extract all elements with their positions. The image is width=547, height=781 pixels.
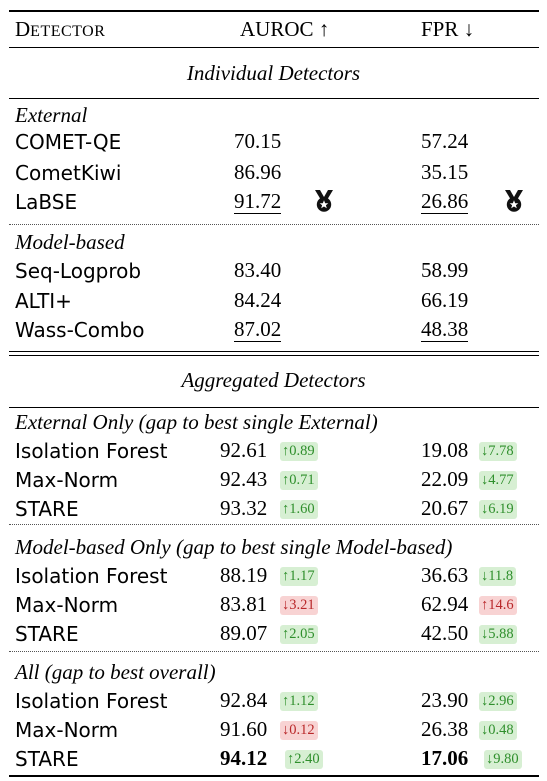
- bottom-rule: [9, 775, 539, 777]
- fpr-gap-badge: ↓7.78: [479, 442, 517, 461]
- auroc-gap-badge: ↑0.89: [280, 442, 318, 461]
- fpr-gap-badge: ↓9.80: [484, 750, 522, 769]
- auroc-header: AUROC ↑: [240, 17, 330, 41]
- auroc-value: 91.60: [220, 717, 268, 741]
- external-only-separator: [9, 524, 539, 525]
- individual-section-title: Individual Detectors: [186, 61, 361, 85]
- auroc-value: 92.43: [220, 467, 268, 491]
- aggregated-section-title: Aggregated Detectors: [181, 368, 366, 392]
- fpr-value: 22.09: [421, 467, 469, 491]
- fpr-value: 57.24: [421, 129, 469, 153]
- fpr-gap-badge: ↓2.96: [479, 692, 517, 711]
- auroc-value: 92.84: [220, 688, 268, 712]
- fpr-value: 62.94: [421, 592, 469, 616]
- fpr-value: 23.90: [421, 688, 469, 712]
- double-rule-bottom: [9, 355, 539, 356]
- fpr-gap-badge: ↓5.88: [479, 625, 517, 644]
- header-rule: [9, 47, 539, 48]
- auroc-value: 83.81: [220, 592, 268, 616]
- auroc-gap-badge: ↑2.40: [285, 750, 323, 769]
- fpr-gap-badge: ↓11.8: [479, 567, 517, 586]
- detector-name: ALTI+: [15, 289, 72, 313]
- detector-name: STARE: [15, 622, 79, 646]
- fpr-value: 35.15: [421, 160, 469, 184]
- auroc-gap-badge: ↑2.05: [280, 625, 318, 644]
- auroc-gap-badge: ↑1.12: [280, 692, 318, 711]
- auroc-gap-badge: ↑1.17: [280, 567, 318, 586]
- detector-header: DETECTOR: [15, 17, 106, 41]
- model-based-group-label: Model-based: [15, 230, 125, 254]
- auroc-gap-badge: ↓0.12: [280, 721, 318, 740]
- detector-name: COMET-QE: [15, 130, 122, 154]
- detector-name: CometKiwi: [15, 161, 122, 185]
- fpr-gap-badge: ↑14.6: [479, 596, 517, 615]
- auroc-value: 92.61: [220, 438, 268, 462]
- detector-name: LaBSE: [15, 190, 78, 214]
- fpr-value: 58.99: [421, 258, 469, 282]
- auroc-gap-badge: ↑0.71: [280, 471, 318, 490]
- detector-name: STARE: [15, 747, 79, 771]
- detector-name: STARE: [15, 497, 79, 521]
- auroc-value: 70.15: [234, 129, 282, 153]
- detector-name: Isolation Forest: [15, 439, 168, 463]
- auroc-value: 94.12: [220, 746, 268, 770]
- fpr-value: 19.08: [421, 438, 469, 462]
- auroc-value: 89.07: [220, 621, 268, 645]
- external-model-separator: [9, 224, 539, 225]
- model-only-separator: [9, 651, 539, 652]
- auroc-value: 91.72: [234, 189, 282, 214]
- medal-icon: [313, 189, 335, 213]
- fpr-gap-badge: ↓6.19: [479, 500, 517, 519]
- fpr-value: 48.38: [421, 317, 469, 342]
- detector-name: Isolation Forest: [15, 564, 168, 588]
- auroc-value: 84.24: [234, 288, 282, 312]
- external-group-label: External: [15, 103, 88, 127]
- fpr-value: 42.50: [421, 621, 469, 645]
- auroc-gap-badge: ↓3.21: [280, 596, 318, 615]
- model-only-group-label: Model-based Only (gap to best single Mod…: [15, 535, 453, 559]
- fpr-value: 36.63: [421, 563, 469, 587]
- fpr-value: 26.86: [421, 189, 469, 214]
- detector-name: Wass-Combo: [15, 318, 145, 342]
- fpr-value: 17.06: [421, 746, 469, 770]
- auroc-value: 86.96: [234, 160, 282, 184]
- fpr-value: 66.19: [421, 288, 469, 312]
- detector-name: Max-Norm: [15, 468, 119, 492]
- detector-name: Max-Norm: [15, 593, 119, 617]
- top-rule: [9, 10, 539, 12]
- fpr-gap-badge: ↓4.77: [479, 471, 517, 490]
- double-rule-top: [9, 351, 539, 352]
- aggregated-rule: [9, 407, 539, 408]
- medal-icon: [503, 189, 525, 213]
- external-only-group-label: External Only (gap to best single Extern…: [15, 410, 378, 434]
- individual-rule: [9, 98, 539, 99]
- fpr-value: 20.67: [421, 496, 469, 520]
- all-group-label: All (gap to best overall): [15, 660, 216, 684]
- detector-name: Seq-Logprob: [15, 259, 142, 283]
- detector-name: Isolation Forest: [15, 689, 168, 713]
- detector-name: Max-Norm: [15, 718, 119, 742]
- fpr-gap-badge: ↓0.48: [479, 721, 517, 740]
- auroc-value: 83.40: [234, 258, 282, 282]
- auroc-value: 93.32: [220, 496, 268, 520]
- auroc-gap-badge: ↑1.60: [280, 500, 318, 519]
- auroc-value: 88.19: [220, 563, 268, 587]
- fpr-header: FPR ↓: [421, 17, 475, 41]
- auroc-value: 87.02: [234, 317, 282, 342]
- fpr-value: 26.38: [421, 717, 469, 741]
